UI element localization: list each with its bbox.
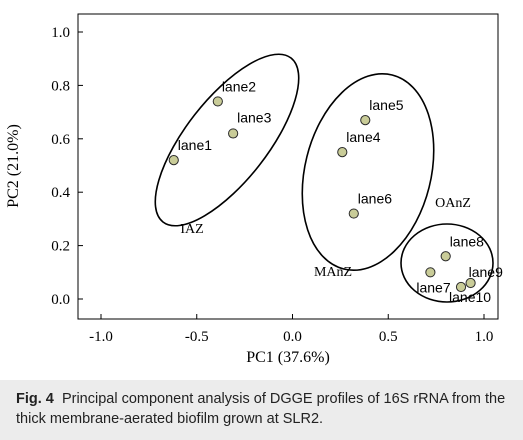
group-label-iaz: IAZ bbox=[180, 222, 203, 237]
data-point-lane5 bbox=[360, 115, 371, 126]
y-axis-title: PC2 (21.0%) bbox=[5, 124, 22, 208]
data-point-lane8 bbox=[440, 251, 451, 262]
data-point-lane1 bbox=[168, 155, 179, 166]
x-tick-label: 1.0 bbox=[475, 329, 494, 345]
data-point-lane6 bbox=[348, 208, 359, 219]
data-point-lane3 bbox=[228, 128, 239, 139]
x-tick-label: 0.5 bbox=[379, 329, 398, 345]
point-label-lane9: lane9 bbox=[469, 264, 503, 280]
group-labels: IAZ MAnZ OAnZ bbox=[180, 196, 471, 280]
point-label-lane1: lane1 bbox=[178, 137, 212, 153]
y-tick-label: 0.2 bbox=[51, 239, 70, 255]
data-point-lane2 bbox=[212, 96, 223, 107]
point-label-lane8: lane8 bbox=[450, 233, 484, 249]
point-label-lane6: lane6 bbox=[358, 191, 392, 207]
pca-scatter-chart: -1.0 -0.5 0.0 0.5 1.0 0.0 0.2 0.4 0.6 0.8 1.0 lane… bbox=[5, 13, 503, 366]
data-point-lane9 bbox=[465, 277, 476, 289]
group-label-manz: MAnZ bbox=[314, 265, 352, 280]
group-label-oanz: OAnZ bbox=[435, 196, 471, 211]
cluster-ellipse-iaz bbox=[154, 53, 300, 227]
data-point-lane7 bbox=[425, 267, 436, 278]
x-tick-label: 0.0 bbox=[283, 329, 302, 345]
y-tick-label: 0.0 bbox=[51, 292, 70, 308]
y-tick-label: 0.4 bbox=[51, 185, 70, 201]
axes: -1.0 -0.5 0.0 0.5 1.0 0.0 0.2 0.4 0.6 0.8 1.0 bbox=[51, 25, 493, 345]
point-label-lane2: lane2 bbox=[222, 78, 256, 94]
data-point-lane4 bbox=[337, 147, 348, 158]
cluster-ellipse-oanz bbox=[400, 223, 494, 303]
point-label-lane10: lane10 bbox=[449, 289, 491, 305]
caption-figure-number: Fig. 4 bbox=[16, 391, 54, 407]
y-tick-label: 0.8 bbox=[51, 78, 70, 94]
figure-caption: Fig. 4 Principal component analysis of D… bbox=[16, 389, 516, 429]
x-tick-label: -0.5 bbox=[185, 329, 209, 345]
x-axis-title: PC1 (37.6%) bbox=[246, 349, 330, 366]
cluster-ellipses bbox=[154, 53, 494, 303]
x-tick-label: -1.0 bbox=[89, 329, 113, 345]
y-tick-label: 0.6 bbox=[51, 132, 70, 148]
cluster-ellipse-manz bbox=[301, 72, 435, 272]
y-tick-label: 1.0 bbox=[51, 25, 70, 41]
point-label-lane5: lane5 bbox=[369, 97, 403, 113]
data-point-lane10 bbox=[455, 281, 467, 293]
plot-frame bbox=[77, 13, 499, 320]
caption-background bbox=[0, 380, 523, 440]
data-points: lane1 lane2 lane3 lane4 lane5 lane6 lane7 lane8… bbox=[168, 78, 503, 305]
point-label-lane3: lane3 bbox=[237, 109, 271, 125]
point-label-lane4: lane4 bbox=[346, 129, 380, 145]
caption-text: Principal component analysis of DGGE pro… bbox=[16, 391, 506, 427]
point-label-lane7: lane7 bbox=[416, 279, 450, 295]
